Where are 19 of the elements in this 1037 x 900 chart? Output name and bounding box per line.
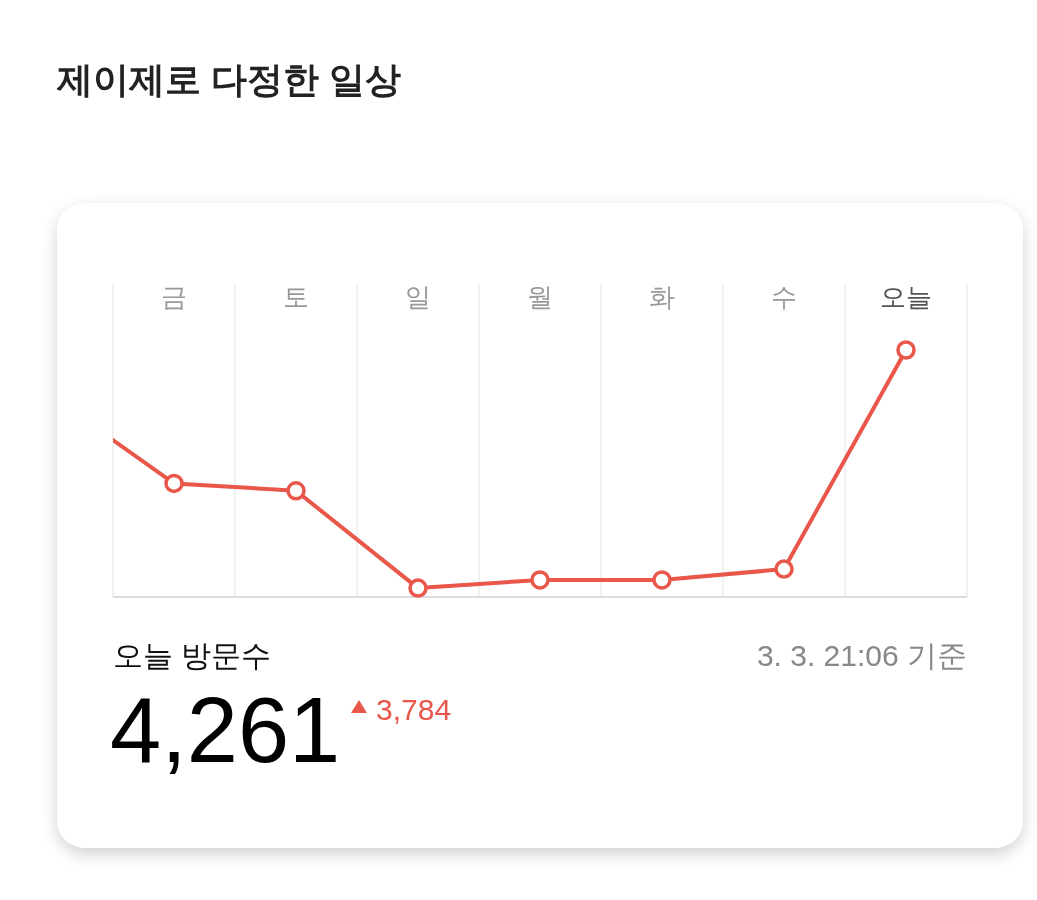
text: 3,784	[376, 693, 452, 726]
point	[286, 481, 306, 501]
x-tick-label: 토	[283, 282, 309, 312]
point	[774, 559, 794, 579]
point	[896, 340, 916, 360]
point	[164, 473, 184, 494]
text: 4,261	[110, 679, 341, 781]
point	[408, 578, 428, 598]
text: 3. 3. 21:06 기준	[756, 639, 967, 672]
x-tick-label: 오늘	[880, 282, 932, 312]
x-tick-label: 화	[649, 282, 675, 312]
point	[530, 570, 550, 590]
x-tick-label: 일	[405, 282, 431, 312]
x-tick-label: 금	[161, 282, 187, 312]
x-tick-label: 수	[771, 282, 797, 312]
chart-title: 제이제로 다정한 일상	[56, 59, 402, 100]
point	[652, 570, 672, 590]
text: 오늘 방문수	[113, 639, 272, 672]
x-tick-label: 월	[527, 282, 553, 312]
